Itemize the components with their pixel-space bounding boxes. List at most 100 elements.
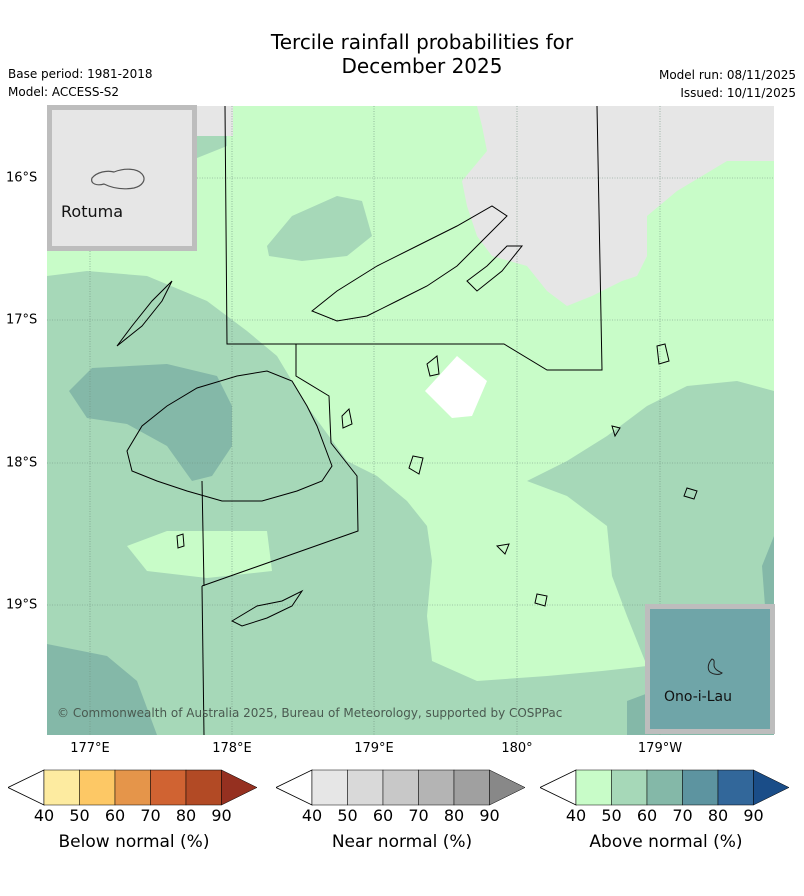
colorbar-swatch: [382, 769, 419, 806]
model-run: Model run: 08/11/2025: [658, 68, 796, 82]
lat-label-16s: 16°S: [6, 170, 38, 186]
lon-label-180: 180°: [501, 741, 533, 756]
island-viti-levu: [126, 370, 333, 502]
colorbar-0: 40 50 60 70 80 90 Below normal (%): [7, 766, 260, 852]
colorbar-tick: 60: [104, 806, 126, 825]
colorbar-tick: 60: [372, 806, 394, 825]
colorbar-tick: 80: [707, 806, 729, 825]
zone-above-60-sw: [47, 644, 157, 735]
zone-above-50-north: [267, 196, 372, 261]
colorbar-swatch: [114, 769, 151, 806]
meta-left: Base period: 1981-2018 Model: ACCESS-S2: [8, 65, 153, 101]
colorbar-tick: 40: [301, 806, 323, 825]
island-moala: [534, 593, 548, 607]
zone-white-patch: [425, 356, 487, 418]
colorbar-swatch: [453, 769, 490, 806]
island-lau-2: [611, 425, 621, 438]
lon-label-179e: 179°E: [354, 741, 394, 756]
zone-above-60-e: [762, 536, 774, 611]
colorbar-tick: 60: [636, 806, 658, 825]
colorbar-tick: 90: [479, 806, 500, 825]
colorbar-swatch: [611, 769, 648, 806]
colorbar-graphic-1: [275, 769, 526, 806]
colorbar-swatch: [753, 769, 790, 806]
colorbar-swatch: [43, 769, 80, 806]
copyright-text: © Commonwealth of Australia 2025, Bureau…: [57, 706, 563, 720]
colorbar-tick: 70: [408, 806, 429, 825]
colorbar-swatch: [311, 769, 348, 806]
colorbar-ticks-1: 40 50 60 70 80 90: [276, 806, 528, 826]
title-line-1: Tercile rainfall probabilities for: [270, 30, 574, 54]
inset-ono-i-lau: Ono-i-Lau: [645, 604, 775, 734]
lon-label-177e: 177°E: [70, 741, 110, 756]
zone-near-40-west: [187, 106, 233, 136]
model-name: Model: ACCESS-S2: [8, 85, 120, 99]
colorbar-low-extend: [7, 769, 45, 806]
colorbar-title: Above normal (%): [589, 832, 743, 852]
colorbar-tick: 70: [140, 806, 161, 825]
colorbar-graphic-2: [539, 769, 790, 806]
meta-right: Model run: 08/11/2025 Issued: 10/11/2025: [659, 66, 796, 102]
colorbar-swatch: [221, 769, 258, 806]
colorbar-tick: 90: [211, 806, 232, 825]
island-koro: [408, 455, 424, 475]
colorbar-2: 40 50 60 70 80 90 Above normal (%): [539, 766, 792, 852]
colorbar-graphic-0: [7, 769, 258, 806]
island-lakeba: [683, 487, 698, 500]
island-taveuni: [466, 245, 524, 292]
lat-label-18s: 18°S: [6, 455, 38, 471]
zone-near-40-east: [462, 106, 774, 306]
island-yasawa: [116, 280, 173, 347]
colorbar-tick: 40: [33, 806, 55, 825]
island-ovalau: [341, 407, 353, 429]
colorbar-swatch: [150, 769, 187, 806]
colorbar-tick: 50: [69, 806, 90, 825]
colorbar-tick: 40: [565, 806, 587, 825]
colorbar-tick: 80: [175, 806, 197, 825]
colorbar-low-extend: [539, 769, 577, 806]
colorbar-swatch: [489, 769, 526, 806]
colorbar-tick: 90: [743, 806, 764, 825]
lat-label-17s: 17°S: [6, 312, 38, 328]
rotuma-label: Rotuma: [61, 202, 123, 221]
colorbar-title: Near normal (%): [331, 832, 473, 852]
lon-label-179w: 179°W: [637, 741, 683, 756]
colorbar-1: 40 50 60 70 80 90 Near normal (%): [275, 766, 528, 852]
lat-label-19s: 19°S: [6, 597, 38, 613]
island-vanua-levu: [311, 205, 508, 322]
islands: [116, 205, 698, 627]
colorbar-swatch: [682, 769, 719, 806]
map-title: Tercile rainfall probabilities for Decem…: [0, 30, 804, 78]
colorbar-tick: 50: [337, 806, 358, 825]
colorbar-swatch: [185, 769, 222, 806]
boundary-lines: [201, 106, 603, 735]
lon-label-178e: 178°E: [212, 741, 252, 756]
colorbar-low-extend: [275, 769, 313, 806]
inset-rotuma: Rotuma: [47, 105, 197, 251]
island-matuku: [495, 543, 510, 555]
colorbar-swatch: [418, 769, 455, 806]
island-kadavu: [230, 589, 304, 627]
colorbar-title: Below normal (%): [58, 832, 210, 852]
colorbar-tick: 50: [601, 806, 622, 825]
ono-i-lau-label: Ono-i-Lau: [664, 689, 732, 705]
ono-i-lau-island-shape: [707, 658, 723, 675]
colorbar-ticks-2: 40 50 60 70 80 90: [540, 806, 792, 826]
colorbar-ticks-0: 40 50 60 70 80 90: [8, 806, 260, 826]
colorbar-swatch: [646, 769, 683, 806]
base-period: Base period: 1981-2018: [8, 67, 153, 81]
island-vatulele: [176, 533, 185, 549]
colorbar-swatch: [717, 769, 754, 806]
title-line-2: December 2025: [341, 54, 503, 78]
issued-date: Issued: 10/11/2025: [680, 86, 796, 100]
zone-above-40-south: [127, 531, 272, 578]
zone-above-60-west: [69, 364, 232, 481]
colorbar-swatch: [79, 769, 116, 806]
island-lau-1: [656, 343, 670, 365]
colorbar-swatch: [347, 769, 384, 806]
colorbar-tick: 80: [443, 806, 465, 825]
rotuma-island-shape: [91, 168, 145, 190]
colorbar-tick: 70: [672, 806, 693, 825]
colorbar-swatch: [575, 769, 612, 806]
island-gau: [426, 355, 440, 377]
